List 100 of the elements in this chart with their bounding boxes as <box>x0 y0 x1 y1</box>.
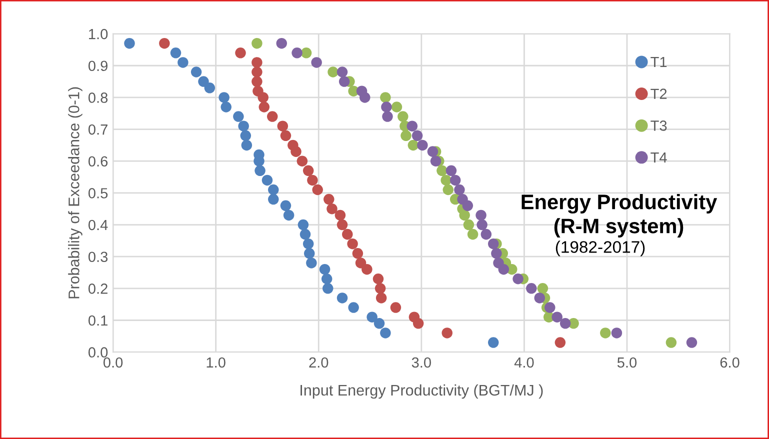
point <box>190 66 202 78</box>
point <box>292 48 302 58</box>
point <box>400 130 412 142</box>
point <box>552 312 562 322</box>
point <box>302 238 314 250</box>
point <box>302 165 314 176</box>
x-tick-label: 1.0 <box>206 357 226 368</box>
legend-label: T4 <box>650 152 667 163</box>
point <box>366 312 378 322</box>
x-tick-label: 0.0 <box>103 357 123 368</box>
point <box>324 194 334 205</box>
point <box>252 57 262 68</box>
point <box>463 219 474 230</box>
point <box>611 328 622 338</box>
point <box>233 111 244 122</box>
point <box>307 174 318 186</box>
y-tick-label: 0.0 <box>88 347 108 358</box>
point <box>280 200 292 212</box>
point <box>488 238 499 250</box>
point <box>488 337 499 348</box>
point <box>380 92 391 103</box>
point <box>296 156 308 166</box>
y-tick-label: 0.1 <box>88 315 108 326</box>
point <box>266 111 278 122</box>
x-axis-title: Input Energy Productivity (BGT/MJ ) <box>300 384 543 399</box>
point <box>348 302 359 313</box>
point <box>398 111 408 122</box>
point <box>427 146 438 157</box>
legend-label: T1 <box>650 57 667 68</box>
point <box>204 82 216 94</box>
point <box>290 146 302 157</box>
point <box>252 66 262 78</box>
annotation: (1982-2017) <box>556 240 645 256</box>
point <box>459 210 470 221</box>
point <box>362 264 372 275</box>
point <box>240 130 252 142</box>
point <box>178 57 188 68</box>
point <box>326 203 338 214</box>
point <box>258 92 268 103</box>
legend-label: T3 <box>650 120 667 131</box>
annotation: Energy Productivity (R-M system) <box>522 194 718 238</box>
x-tick-label: 4.0 <box>514 357 534 368</box>
point <box>312 184 323 196</box>
point <box>544 302 556 313</box>
x-tick-label: 6.0 <box>720 357 740 368</box>
point <box>300 228 311 240</box>
point <box>376 292 387 304</box>
point <box>390 302 402 313</box>
point <box>436 165 448 176</box>
point <box>355 258 366 268</box>
point <box>476 219 488 230</box>
point <box>218 92 230 103</box>
point <box>498 264 510 275</box>
point <box>412 318 424 329</box>
point <box>412 130 423 142</box>
y-tick-label: 0.5 <box>88 188 108 198</box>
x-tick-label: 3.0 <box>412 357 431 368</box>
x-tick-label: 2.0 <box>309 357 328 368</box>
point <box>254 165 266 176</box>
point <box>374 283 386 294</box>
legend-label: T2 <box>650 88 667 99</box>
point <box>491 248 502 259</box>
point <box>334 210 346 221</box>
point <box>666 337 677 348</box>
point <box>159 38 170 49</box>
y-tick-label: 0.9 <box>88 60 108 72</box>
point <box>304 248 315 259</box>
y-tick-label: 0.3 <box>88 252 108 262</box>
point <box>430 156 442 166</box>
point <box>280 130 292 142</box>
y-tick-label: 0.8 <box>88 92 108 103</box>
point <box>235 48 246 58</box>
point <box>537 283 548 294</box>
point <box>462 200 474 212</box>
point <box>406 120 418 132</box>
point <box>417 140 428 151</box>
point <box>442 184 454 196</box>
point <box>360 92 370 103</box>
point <box>277 120 288 132</box>
point <box>686 337 698 348</box>
point <box>319 264 330 275</box>
point <box>170 48 182 58</box>
y-axis-title: Probability of Exceedance (0-1) <box>68 87 82 298</box>
point <box>276 38 287 49</box>
point <box>372 273 384 284</box>
point <box>381 102 392 112</box>
point <box>476 210 486 221</box>
point <box>391 102 402 112</box>
point <box>124 38 135 49</box>
point <box>450 174 461 186</box>
point <box>268 184 279 196</box>
point <box>328 66 338 78</box>
point <box>408 140 419 151</box>
point <box>220 102 232 112</box>
point <box>321 273 332 284</box>
point <box>258 102 270 112</box>
point <box>252 76 262 87</box>
point <box>252 38 262 49</box>
point <box>283 210 294 221</box>
point <box>480 228 492 240</box>
